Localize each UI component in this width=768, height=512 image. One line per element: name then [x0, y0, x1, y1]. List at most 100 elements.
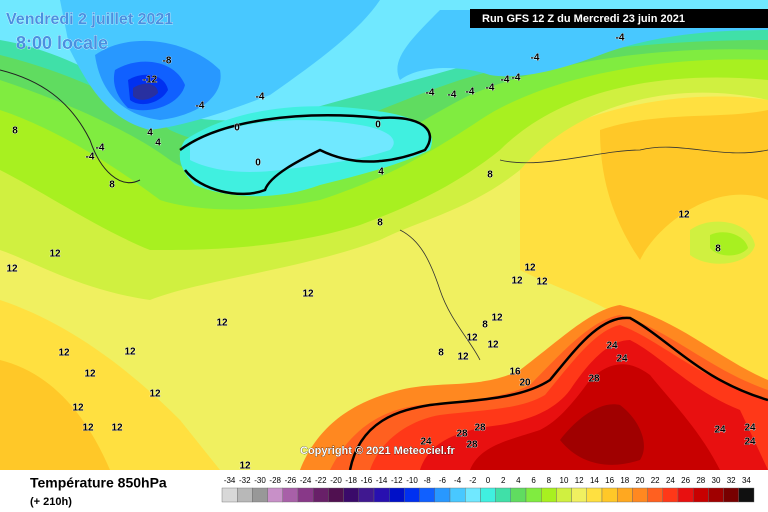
- legend-label: 22: [651, 476, 660, 485]
- legend-swatch: [252, 487, 268, 503]
- legend-swatch: [236, 487, 253, 503]
- contour-label: 28: [466, 440, 478, 451]
- contour-label: -4: [531, 53, 540, 64]
- contour-label: 12: [678, 210, 690, 221]
- legend-swatch: [647, 487, 663, 503]
- contour-label: 12: [511, 276, 523, 287]
- legend-swatch: [328, 487, 344, 503]
- legend-swatch: [404, 487, 420, 503]
- legend-label: -6: [439, 476, 447, 485]
- contour-label: 12: [111, 423, 123, 434]
- contour-label: 12: [82, 423, 94, 434]
- contour-label: 8: [438, 348, 444, 359]
- contour-label: 24: [616, 354, 628, 365]
- legend-label: 4: [516, 476, 521, 485]
- legend-label: -22: [315, 476, 327, 485]
- contour-label: 20: [519, 378, 531, 389]
- legend-swatch: [389, 487, 405, 503]
- contour-label: 0: [255, 158, 261, 169]
- legend-swatch: [282, 487, 299, 503]
- contour-label: -4: [86, 152, 95, 163]
- contour-label: -4: [96, 143, 105, 154]
- contour-label: 12: [466, 333, 478, 344]
- legend-label: 10: [560, 476, 569, 485]
- contour-label: -4: [448, 90, 457, 101]
- legend-label: 24: [666, 476, 675, 485]
- legend-swatch: [419, 487, 436, 503]
- run-info: Run GFS 12 Z du Mercredi 23 juin 2021: [482, 13, 685, 25]
- contour-label: 24: [420, 437, 432, 448]
- contour-label: 8: [715, 244, 721, 255]
- legend-label: -28: [269, 476, 281, 485]
- contour-label: -4: [196, 101, 205, 112]
- legend-swatch: [297, 487, 314, 503]
- contour-label: 12: [124, 347, 136, 358]
- legend-label: -30: [254, 476, 266, 485]
- contour-label: 8: [377, 218, 383, 229]
- legend-label: -2: [469, 476, 477, 485]
- contour-label: 8: [12, 126, 18, 137]
- legend-label: -18: [345, 476, 357, 485]
- map-background: [0, 0, 768, 471]
- contour-label: 24: [744, 423, 756, 434]
- legend-swatch: [373, 487, 390, 503]
- legend-swatch: [313, 487, 329, 503]
- contour-label: -4: [466, 87, 475, 98]
- contour-label: 12: [536, 277, 548, 288]
- legend-swatch: [449, 487, 466, 503]
- contour-label: 12: [239, 461, 251, 472]
- legend-label: 34: [742, 476, 751, 485]
- time: 8:00 locale: [16, 33, 108, 53]
- legend-label: -16: [361, 476, 373, 485]
- legend-label: -24: [300, 476, 312, 485]
- contour-label: -12: [143, 75, 158, 86]
- legend-label: 30: [712, 476, 721, 485]
- contour-label: -8: [163, 56, 172, 67]
- contour-label: -4: [501, 75, 510, 86]
- legend-label: -4: [454, 476, 462, 485]
- legend-swatch: [358, 487, 375, 503]
- contour-label: 12: [6, 264, 18, 275]
- copyright: Copyright © 2021 Meteociel.fr: [300, 445, 456, 457]
- legend-label: -14: [376, 476, 388, 485]
- legend-swatch: [221, 487, 238, 503]
- legend-swatch: [617, 487, 633, 503]
- contour-label: -4: [486, 83, 495, 94]
- contour-label: 24: [744, 437, 756, 448]
- contour-label: 12: [58, 348, 70, 359]
- legend-swatch: [662, 487, 679, 503]
- contour-label: 12: [49, 249, 61, 260]
- legend-swatch: [343, 487, 360, 503]
- contour-label: -4: [512, 73, 521, 84]
- legend-swatch: [601, 487, 618, 503]
- contour-label: 16: [509, 367, 521, 378]
- contour-label: -4: [256, 92, 265, 103]
- footer-lead: (+ 210h): [30, 496, 72, 508]
- legend-label: -32: [239, 476, 251, 485]
- contour-label: 24: [606, 341, 618, 352]
- legend-label: 20: [636, 476, 645, 485]
- legend-label: 26: [681, 476, 690, 485]
- contour-label: 12: [487, 340, 499, 351]
- legend-swatch: [708, 487, 724, 503]
- contour-label: 8: [482, 320, 488, 331]
- contour-label: 4: [378, 167, 384, 178]
- legend-swatch: [723, 487, 739, 503]
- legend-swatch: [480, 487, 496, 503]
- legend-swatch: [738, 487, 755, 503]
- legend-swatch: [632, 487, 648, 503]
- legend-label: 14: [590, 476, 599, 485]
- contour-label: -4: [616, 33, 625, 44]
- legend-label: 6: [531, 476, 536, 485]
- contour-label: 8: [109, 180, 115, 191]
- legend-label: 32: [727, 476, 736, 485]
- legend-swatch: [571, 487, 587, 503]
- legend-swatch: [586, 487, 603, 503]
- contour-label: 28: [474, 423, 486, 434]
- legend-label: 18: [620, 476, 629, 485]
- contour-label: 12: [84, 369, 96, 380]
- run-box: [470, 9, 768, 28]
- contour-label: 28: [456, 429, 468, 440]
- color-legend: -34 -32 -30 -28 -26 -24 -22 -20 -18 -16 -14 -12 -10-…: [221, 476, 755, 503]
